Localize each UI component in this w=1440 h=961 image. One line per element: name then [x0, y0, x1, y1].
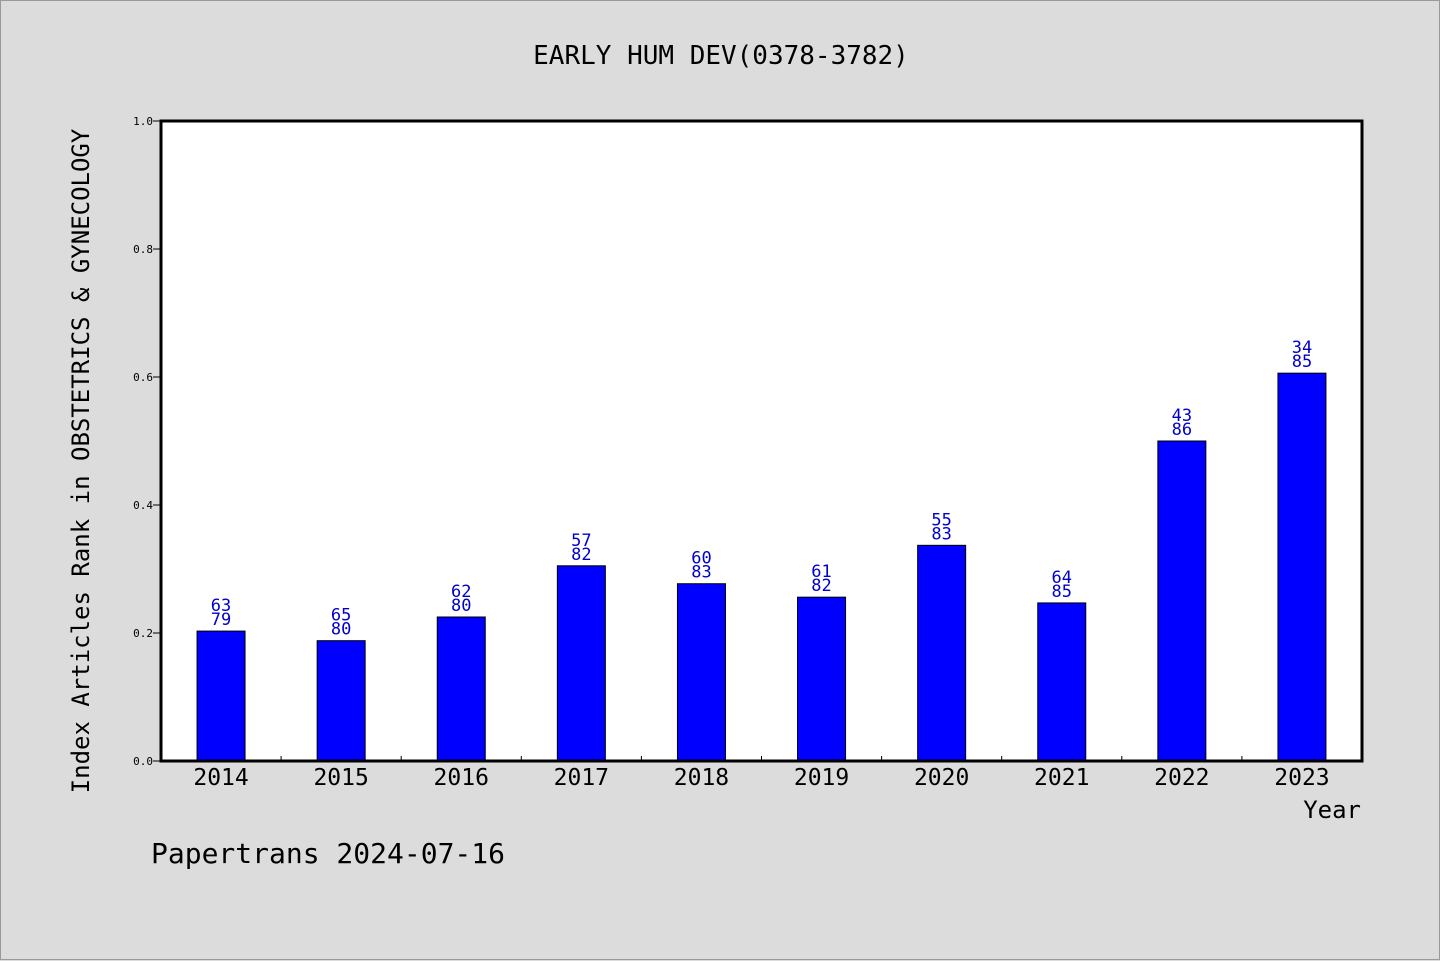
- bar-label-bottom: 86: [1172, 420, 1192, 440]
- bar-2023: [1277, 372, 1327, 762]
- y-axis-label: Index Articles Rank in OBSTETRICS & GYNE…: [67, 128, 95, 793]
- x-tick-label: 2020: [914, 765, 969, 791]
- bar-2019: [797, 596, 847, 762]
- bar-2016: [436, 616, 486, 762]
- bar-label-bottom: 83: [691, 563, 711, 583]
- bar-2018: [676, 583, 726, 762]
- x-tick-label: 2021: [1034, 765, 1089, 791]
- bar-label-top: 64: [1052, 568, 1072, 588]
- bar-label-top: 65: [331, 606, 351, 626]
- bar-label-bottom: 82: [811, 576, 831, 596]
- x-axis-label: Year: [1303, 796, 1361, 824]
- y-tick-label: 1.0: [133, 115, 153, 128]
- x-tick-label: 2014: [193, 765, 248, 791]
- bar-label-bottom: 79: [211, 610, 231, 630]
- x-tick-label: 2023: [1274, 765, 1329, 791]
- bar-label-bottom: 82: [571, 545, 591, 565]
- y-tick-label: 0.4: [133, 499, 153, 512]
- bar-label-top: 63: [211, 596, 231, 616]
- bar-label-bottom: 80: [451, 596, 471, 616]
- x-tick-label: 2015: [313, 765, 368, 791]
- bar-label-top: 62: [451, 582, 471, 602]
- y-tick-label: 0.0: [133, 755, 153, 768]
- bar-label-bottom: 85: [1052, 582, 1072, 602]
- bar-label-top: 55: [931, 510, 951, 530]
- bar-label-bottom: 80: [331, 620, 351, 640]
- chart-title: EARLY HUM DEV(0378-3782): [533, 41, 909, 71]
- x-tick-label: 2022: [1154, 765, 1209, 791]
- plot-frame: [159, 119, 1364, 763]
- y-tick-label: 0.6: [133, 371, 153, 384]
- bar-2014: [196, 630, 246, 762]
- x-tick-label: 2017: [554, 765, 609, 791]
- bar-label-top: 60: [691, 549, 711, 569]
- y-tick-label: 0.2: [133, 627, 153, 640]
- bar-2020: [917, 544, 967, 762]
- x-tick-label: 2019: [794, 765, 849, 791]
- bar-2015: [316, 640, 366, 762]
- bar-label-top: 43: [1172, 406, 1192, 426]
- y-tick-label: 0.8: [133, 243, 153, 256]
- bar-label-bottom: 85: [1292, 352, 1312, 372]
- footer-credit: Papertrans 2024-07-16: [151, 837, 505, 870]
- bar-2017: [556, 565, 606, 762]
- bar-label-top: 61: [811, 562, 831, 582]
- bar-label-top: 34: [1292, 338, 1312, 358]
- x-tick-label: 2018: [674, 765, 729, 791]
- x-tick-label: 2016: [434, 765, 489, 791]
- bar-2022: [1157, 440, 1207, 762]
- bar-2021: [1037, 602, 1087, 762]
- bar-label-top: 57: [571, 531, 591, 551]
- bar-label-bottom: 83: [931, 524, 951, 544]
- ticks-layer: 0.0 0.2 0.4 0.6 0.8 1.0 2014 2015 2016 2017 2018 20…: [133, 115, 1330, 791]
